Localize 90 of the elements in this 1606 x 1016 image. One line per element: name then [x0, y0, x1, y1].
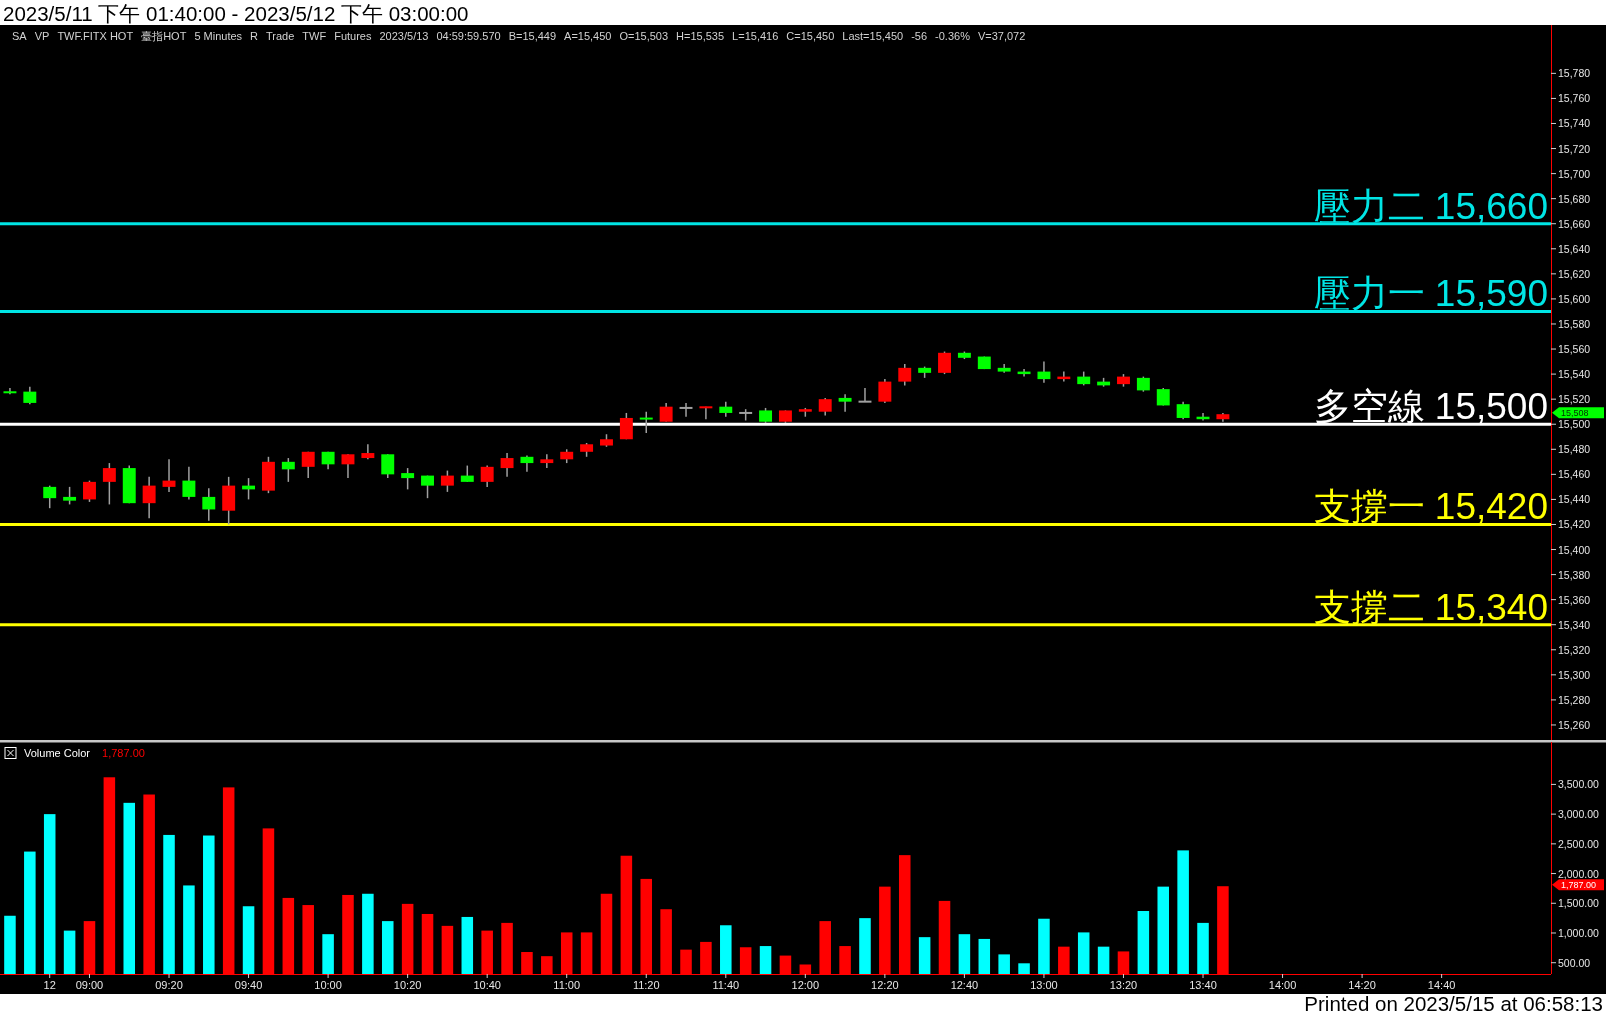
annotation: -0.36% [935, 30, 971, 42]
y-tick-label: 2,500.00 [1558, 837, 1600, 850]
ref-line-label: 壓力二 15,660 [1313, 185, 1548, 227]
annotation: V=37,072 [977, 30, 1026, 42]
ref-line-label: 壓力一 15,590 [1313, 273, 1548, 315]
annotation: 5 Minutes [194, 30, 243, 42]
y-tick-label: 15,460 [1558, 468, 1591, 481]
x-tick-label: 12:00 [791, 979, 820, 991]
y-tick-label: 15,480 [1558, 443, 1591, 456]
y-tick-label: 15,760 [1558, 92, 1591, 105]
annotation: A=15,450 [564, 30, 612, 42]
y-tick-label: 1,500.00 [1558, 897, 1600, 910]
x-tick-label: 09:00 [75, 979, 104, 991]
x-tick-label: 12 [43, 979, 56, 991]
y-tick-label: 15,400 [1558, 543, 1591, 556]
y-tick-label: 15,260 [1558, 718, 1591, 731]
y-tick-label: 15,320 [1558, 643, 1591, 656]
x-tick-label: 13:20 [1109, 979, 1138, 991]
annotation: TWF.FITX HOT [57, 30, 134, 42]
annotation: 1,787.00 [102, 747, 145, 759]
annotation: VP [34, 30, 50, 42]
annotation: R [250, 30, 259, 42]
annotation: O=15,503 [619, 30, 669, 42]
y-tick-label: 15,340 [1558, 618, 1591, 631]
y-tick-label: 15,280 [1558, 693, 1591, 706]
y-tick-label: 15,680 [1558, 192, 1591, 205]
x-tick-label: 11:40 [712, 979, 740, 991]
annotation: TWF [302, 30, 327, 42]
annotation: C=15,450 [786, 30, 835, 42]
last-value-tag: 15,508 [1552, 407, 1604, 419]
chart-title: Volume Color [24, 747, 91, 759]
annotation: 臺指HOT [141, 30, 187, 42]
y-tick-label: 15,700 [1558, 167, 1591, 180]
x-tick-label: 11:00 [553, 979, 581, 991]
annotation: 04:59:59.570 [436, 30, 501, 42]
annotation: 2023/5/13 [379, 30, 429, 42]
x-tick-label: 13:40 [1189, 979, 1217, 991]
x-tick-label: 14:00 [1268, 979, 1297, 991]
annotation: B=15,449 [508, 30, 557, 42]
ref-line: 支撐二 15,340 [0, 586, 1551, 628]
annotation: SA [12, 30, 28, 42]
ref-line-label: 多空線 15,500 [1313, 386, 1548, 428]
annotation: -56 [911, 30, 928, 42]
y-tick-label: 15,380 [1558, 568, 1591, 581]
y-tick-label: 15,620 [1558, 267, 1591, 280]
y-tick-label: 15,440 [1558, 493, 1591, 506]
y-tick-label: 15,500 [1558, 418, 1591, 431]
ref-line: 多空線 15,500 [0, 386, 1551, 428]
annotation: Trade [266, 30, 295, 42]
ref-line: 支撐一 15,420 [0, 486, 1551, 528]
x-tick-label: 10:40 [473, 979, 501, 991]
x-tick-label: 14:20 [1348, 979, 1376, 991]
x-tick-label: 12:20 [871, 979, 899, 991]
y-tick-label: 15,740 [1558, 117, 1591, 130]
y-tick-label: 15,560 [1558, 343, 1591, 356]
y-tick-label: 15,600 [1558, 292, 1591, 305]
ref-line: 壓力二 15,660 [0, 185, 1551, 227]
y-tick-label: 2,000.00 [1558, 867, 1600, 880]
y-tick-label: 15,780 [1558, 67, 1591, 80]
ref-line-label: 支撐二 15,340 [1313, 586, 1548, 628]
y-tick-label: 15,300 [1558, 668, 1591, 681]
y-tick-label: 3,000.00 [1558, 808, 1600, 821]
x-tick-label: 11:20 [632, 979, 660, 991]
last-value-tag: 1,787.00 [1552, 879, 1604, 891]
annotation: Last=15,450 [842, 30, 904, 42]
y-tick-label: 15,520 [1558, 393, 1591, 406]
y-tick-label: 500.00 [1558, 956, 1591, 969]
y-tick-label: 15,660 [1558, 217, 1591, 230]
y-tick-label: 15,580 [1558, 317, 1591, 330]
x-tick-label: 09:20 [155, 979, 183, 991]
chart-title: 2023/5/11 下午 01:40:00 - 2023/5/12 下午 03:00:00 [3, 2, 469, 25]
x-tick-label: 09:40 [234, 979, 263, 991]
annotation: Futures [334, 30, 372, 42]
x-tick-label: 10:00 [314, 979, 342, 991]
annotation: L=15,416 [732, 30, 779, 42]
y-tick-label: 15,360 [1558, 593, 1591, 606]
annotation: H=15,535 [676, 30, 725, 42]
x-tick-label: 14:40 [1427, 979, 1456, 991]
x-tick-label: 13:00 [1030, 979, 1058, 991]
ref-line: 壓力一 15,590 [0, 273, 1551, 315]
y-tick-label: 3,500.00 [1558, 778, 1600, 791]
y-tick-label: 15,720 [1558, 142, 1591, 155]
ref-line-label: 支撐一 15,420 [1313, 486, 1548, 528]
y-tick-label: 15,420 [1558, 518, 1591, 531]
y-tick-label: 1,000.00 [1558, 926, 1600, 939]
x-tick-label: 12:40 [950, 979, 979, 991]
y-tick-label: 15,540 [1558, 368, 1591, 381]
x-tick-label: 10:20 [393, 979, 422, 991]
y-tick-label: 15,640 [1558, 242, 1591, 255]
text: Printed on 2023/5/15 at 06:58:13 [1304, 992, 1603, 1015]
